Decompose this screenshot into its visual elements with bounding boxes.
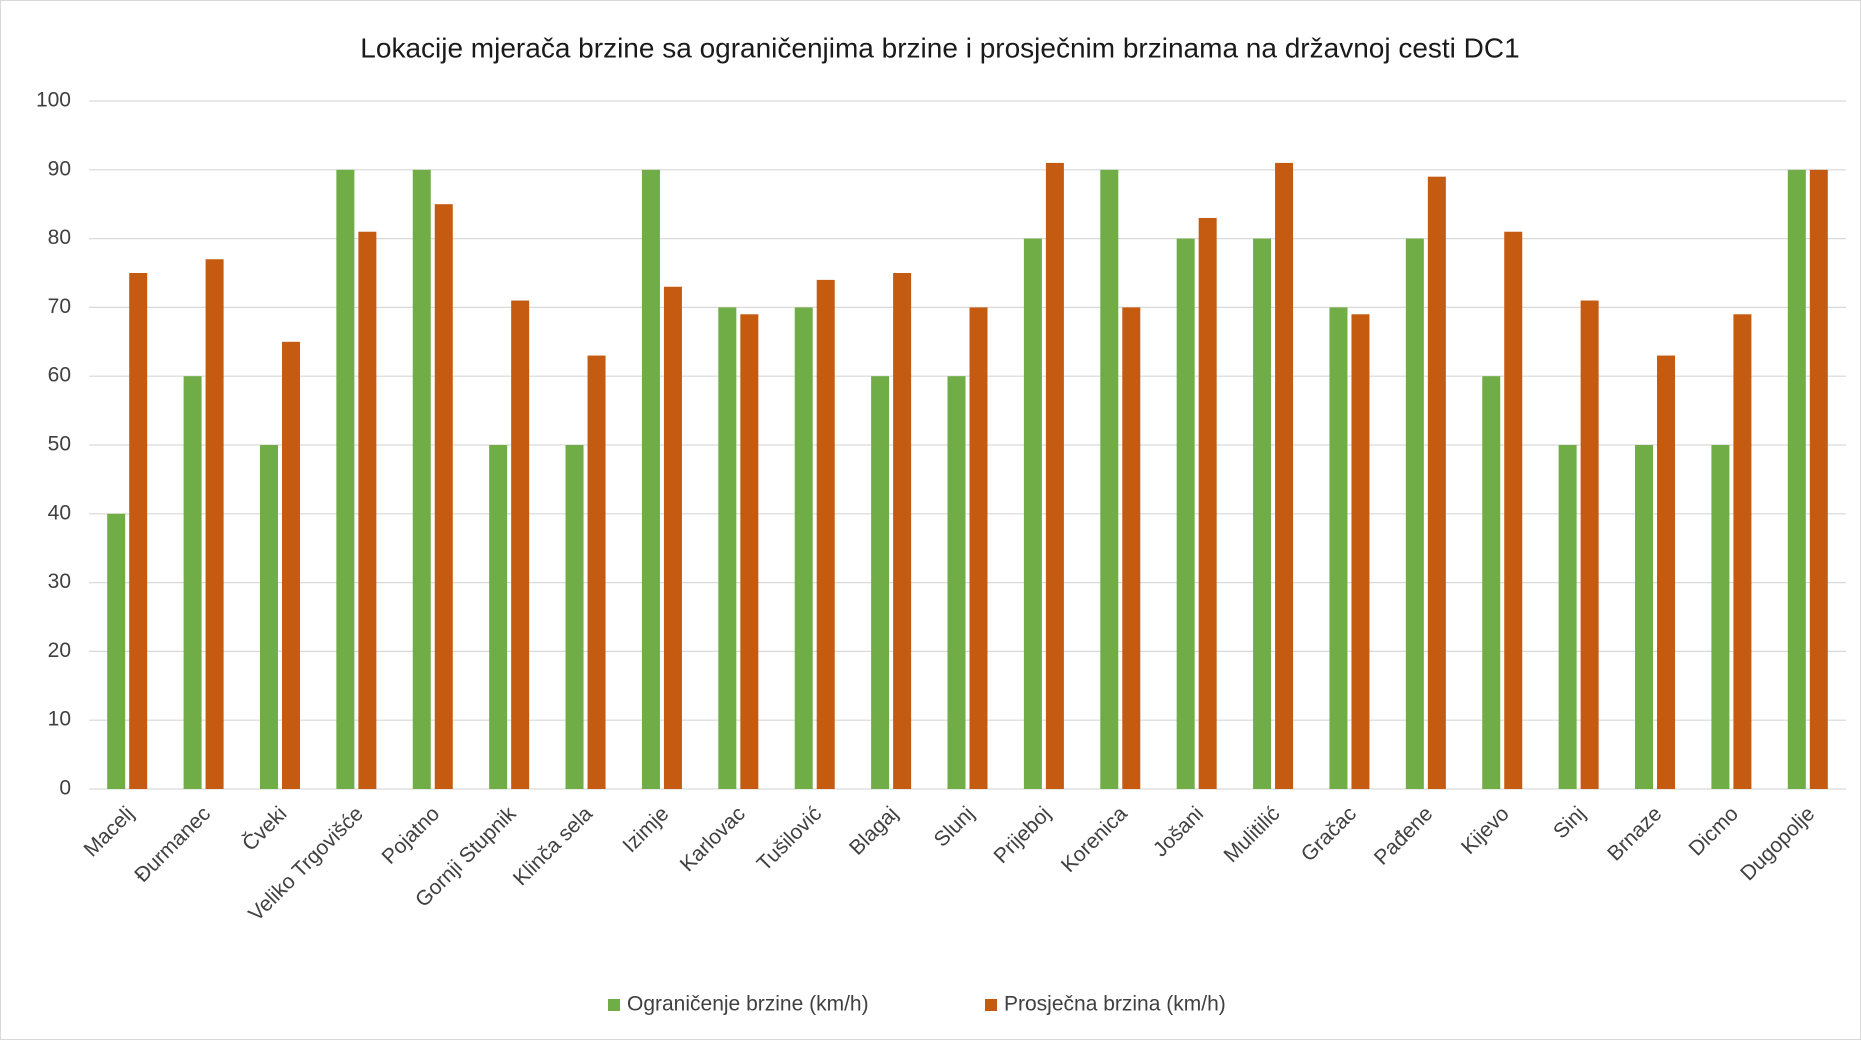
bar [740, 314, 759, 789]
bar [1635, 445, 1654, 789]
bar [587, 355, 606, 789]
legend-label: Ograničenje brzine (km/h) [627, 993, 869, 1016]
bar [1351, 314, 1370, 789]
y-tick-label: 30 [48, 570, 71, 593]
bar [1482, 376, 1501, 789]
bar [718, 307, 737, 789]
bar [1711, 445, 1730, 789]
bar [1405, 238, 1424, 790]
y-tick-label: 80 [48, 226, 71, 249]
y-tick-label: 100 [36, 89, 71, 112]
bar [969, 307, 988, 789]
bar [1045, 162, 1064, 790]
bar [489, 445, 508, 789]
bar [1176, 238, 1195, 790]
bar [1122, 307, 1141, 789]
bar [205, 259, 224, 789]
bar [1427, 176, 1446, 789]
bar [281, 341, 300, 789]
bar [1733, 314, 1752, 789]
y-tick-label: 20 [48, 639, 71, 662]
bar [107, 513, 126, 789]
bar [947, 376, 966, 789]
bar [1253, 238, 1272, 790]
bar [1100, 169, 1119, 790]
bar [1275, 162, 1294, 790]
y-tick-label: 0 [59, 777, 71, 800]
bar [794, 307, 813, 789]
bar [663, 286, 682, 789]
y-tick-label: 70 [48, 295, 71, 318]
legend-swatch [985, 999, 997, 1011]
y-tick-label: 90 [48, 157, 71, 180]
bar [434, 204, 453, 789]
chart-title: Lokacije mjerača brzine sa ograničenjima… [360, 32, 1519, 63]
bar [183, 376, 202, 789]
bar [1580, 300, 1599, 789]
bar [1329, 307, 1348, 789]
y-tick-label: 40 [48, 501, 71, 524]
bar [511, 300, 530, 789]
bar [565, 445, 584, 789]
y-tick-label: 60 [48, 364, 71, 387]
y-tick-label: 50 [48, 433, 71, 456]
bar [641, 169, 660, 790]
y-tick-label: 10 [48, 708, 71, 731]
legend-label: Prosječna brzina (km/h) [1004, 993, 1226, 1016]
bar [871, 376, 890, 789]
bar [893, 273, 912, 789]
bar [412, 169, 431, 790]
bar [259, 445, 278, 789]
bar [358, 231, 377, 790]
bar [1023, 238, 1042, 790]
bar [1809, 169, 1828, 790]
bar [129, 273, 148, 789]
bar [1558, 445, 1577, 789]
bar [1657, 355, 1676, 789]
bar [1787, 169, 1806, 790]
bar [1504, 231, 1523, 790]
bar [816, 279, 835, 789]
bar [1198, 217, 1217, 789]
legend-swatch [608, 999, 620, 1011]
bar [336, 169, 355, 790]
